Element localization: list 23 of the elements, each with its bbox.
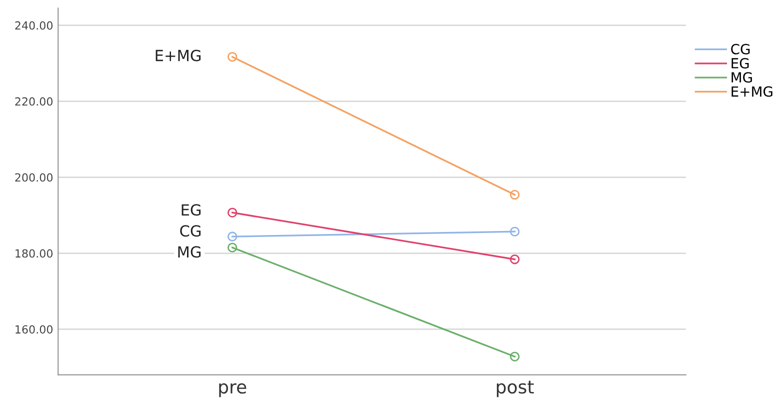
legend-label: EG — [732, 58, 749, 68]
y-tick-label: 220.00 — [15, 97, 53, 106]
point — [227, 232, 238, 242]
annotation: CG — [180, 225, 201, 237]
legend-label: MG — [732, 72, 752, 83]
y-tick-label: 200.00 — [15, 173, 53, 182]
point — [227, 242, 238, 252]
point — [227, 52, 238, 62]
x-tick-label: pre — [219, 383, 246, 398]
x-tick-label: post — [496, 380, 534, 398]
annotation: EG — [182, 204, 201, 216]
point — [510, 226, 520, 236]
point — [510, 190, 520, 200]
point — [510, 352, 520, 362]
y-tick-label: 240.00 — [15, 21, 53, 30]
legend-label: E+MG — [732, 86, 772, 97]
legend-label: CG — [731, 44, 750, 54]
annotation: E+MG — [156, 50, 201, 62]
annotation: MG — [178, 246, 201, 258]
y-tick-label: 180.00 — [16, 249, 53, 258]
point — [227, 208, 238, 218]
y-tick-label: 160.00 — [16, 325, 53, 334]
point — [510, 254, 520, 264]
